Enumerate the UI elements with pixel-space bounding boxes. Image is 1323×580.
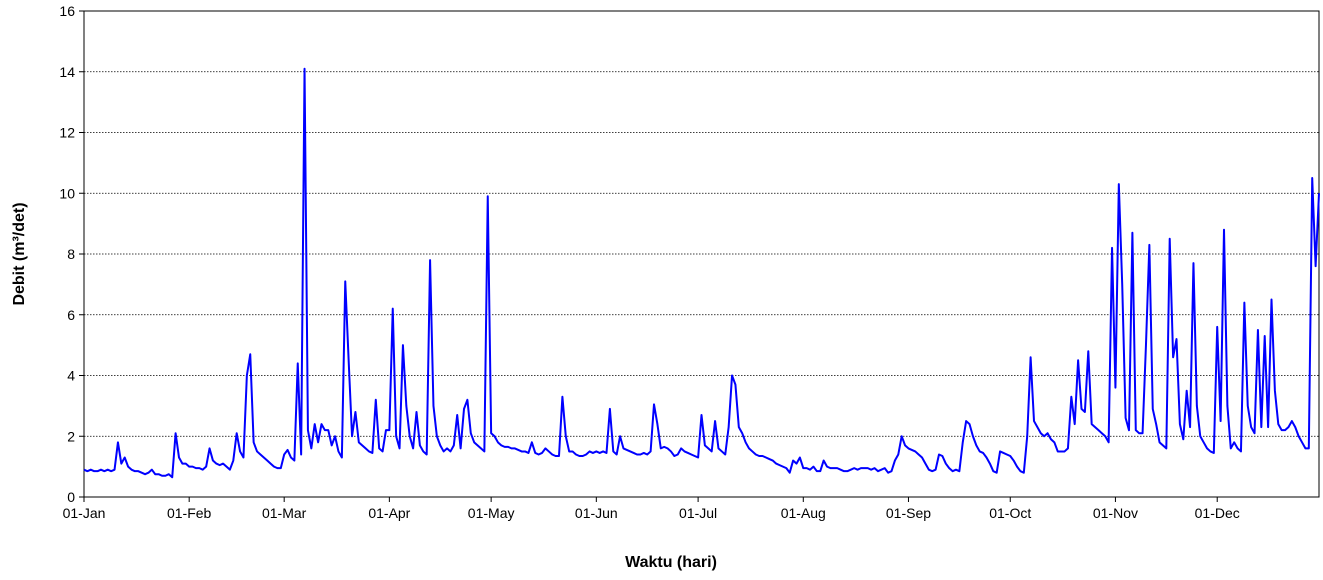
data-line (83, 67, 1320, 479)
x-tick-label: 01-May (468, 505, 515, 521)
x-tick-label: 01-Apr (368, 505, 410, 521)
y-tick-label: 16 (59, 3, 75, 19)
x-axis-label: Waktu (hari) (625, 554, 717, 571)
x-tick-label: 01-Sep (886, 505, 931, 521)
y-tick-label: 14 (59, 64, 75, 80)
y-tick-label: 6 (67, 307, 75, 323)
x-tick-label: 01-Feb (167, 505, 212, 521)
plot-frame (83, 10, 1320, 498)
x-tick-label: 01-Nov (1093, 505, 1138, 521)
y-tick-label: 8 (67, 246, 75, 262)
x-tick-label: 01-Aug (781, 505, 826, 521)
x-tick-label: 01-Jul (679, 505, 717, 521)
x-tick-label: 01-Jan (63, 505, 106, 521)
y-tick-label: 12 (59, 125, 75, 141)
x-tick-label: 01-Oct (989, 505, 1031, 521)
x-tick-label: 01-Mar (262, 505, 307, 521)
x-tick-label: 01-Dec (1195, 505, 1240, 521)
x-tick-label: 01-Jun (575, 505, 618, 521)
y-tick-label: 0 (67, 489, 75, 505)
y-tick-label: 10 (59, 185, 75, 201)
y-tick-label: 2 (67, 428, 75, 444)
y-tick-label: 4 (67, 368, 75, 384)
y-axis-label: Debit (m³/det) (11, 202, 28, 305)
